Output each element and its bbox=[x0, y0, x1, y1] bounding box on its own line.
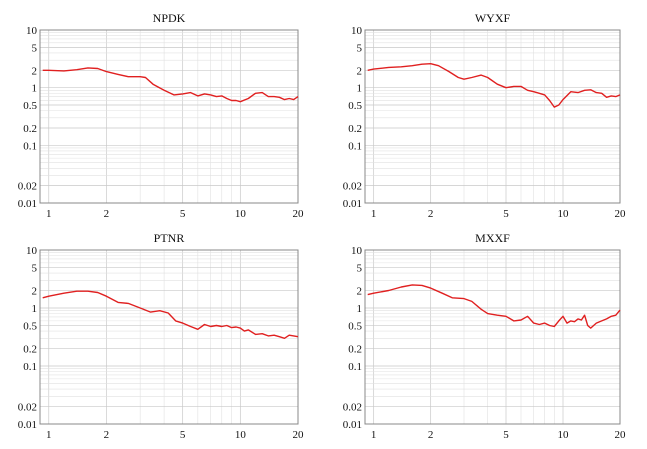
y-tick-label: 2 bbox=[357, 65, 363, 77]
x-tick-label: 5 bbox=[503, 208, 509, 220]
y-tick-label: 0.01 bbox=[343, 419, 362, 431]
y-tick-label: 0.5 bbox=[23, 320, 37, 332]
y-tick-label: 5 bbox=[357, 262, 363, 274]
plot-frame bbox=[39, 249, 299, 425]
x-tick-label: 5 bbox=[180, 208, 186, 220]
y-tick-label: 0.02 bbox=[343, 181, 362, 193]
x-tick-label: 2 bbox=[104, 429, 110, 441]
y-tick-label: 0.2 bbox=[348, 123, 362, 135]
y-tick-label: 10 bbox=[351, 245, 363, 257]
y-tick-label: 5 bbox=[32, 42, 38, 54]
x-tick-label: 5 bbox=[503, 429, 509, 441]
y-tick-label: 0.1 bbox=[23, 140, 37, 152]
series-line bbox=[42, 67, 299, 103]
y-tick-label: 0.02 bbox=[18, 402, 37, 414]
plot-frame bbox=[364, 249, 621, 425]
y-tick-label: 10 bbox=[26, 245, 38, 257]
series-line bbox=[367, 284, 621, 329]
y-tick-label: 0.01 bbox=[343, 198, 362, 210]
panel-title: PTNR bbox=[154, 231, 185, 245]
x-tick-label: 20 bbox=[293, 208, 305, 220]
y-tick-label: 1 bbox=[32, 303, 38, 315]
x-tick-label: 10 bbox=[558, 429, 570, 441]
y-tick-label: 5 bbox=[32, 262, 38, 274]
y-tick-label: 0.2 bbox=[348, 344, 362, 356]
panel-title: WYXF bbox=[475, 11, 511, 25]
x-tick-label: 10 bbox=[235, 429, 247, 441]
y-tick-label: 0.1 bbox=[23, 361, 37, 373]
y-tick-label: 1 bbox=[357, 83, 363, 95]
y-tick-label: 0.1 bbox=[348, 140, 362, 152]
series-line bbox=[42, 290, 299, 339]
x-tick-label: 1 bbox=[46, 208, 52, 220]
y-tick-label: 0.5 bbox=[348, 320, 362, 332]
panel-mxxf: MXXF 0.01 0.02 0.1 0.2 0.5 1 2 5 10 1 2 5 10 20 bbox=[343, 231, 626, 441]
x-tick-label: 20 bbox=[615, 208, 627, 220]
x-tick-label: 2 bbox=[104, 208, 110, 220]
y-tick-label: 2 bbox=[357, 286, 363, 298]
y-tick-label: 10 bbox=[26, 25, 38, 37]
x-tick-label: 10 bbox=[235, 208, 247, 220]
y-tick-label: 2 bbox=[32, 65, 38, 77]
x-tick-label: 2 bbox=[428, 208, 434, 220]
y-tick-label: 5 bbox=[357, 42, 363, 54]
x-tick-label: 1 bbox=[371, 429, 377, 441]
y-tick-label: 0.01 bbox=[18, 419, 37, 431]
x-tick-label: 1 bbox=[46, 429, 52, 441]
y-tick-label: 0.1 bbox=[348, 361, 362, 373]
plot-frame bbox=[364, 29, 621, 204]
plot-frame bbox=[39, 29, 299, 204]
y-tick-label: 2 bbox=[32, 286, 38, 298]
y-tick-label: 0.2 bbox=[23, 344, 37, 356]
x-tick-label: 10 bbox=[558, 208, 570, 220]
panel-title: MXXF bbox=[475, 231, 510, 245]
x-tick-label: 5 bbox=[180, 429, 186, 441]
y-tick-label: 0.5 bbox=[348, 100, 362, 112]
panel-npdk: NPDK 0.01 0.02 0.1 0.2 0.5 1 2 5 10 1 2 5 10 20 bbox=[18, 11, 304, 220]
y-tick-label: 0.02 bbox=[343, 402, 362, 414]
y-tick-label: 1 bbox=[32, 83, 38, 95]
x-tick-label: 20 bbox=[615, 429, 627, 441]
panel-title: NPDK bbox=[153, 11, 186, 25]
panel-wyxf: WYXF 0.01 0.02 0.1 0.2 0.5 1 2 5 10 1 2 5 10 20 bbox=[343, 11, 626, 220]
x-tick-label: 1 bbox=[371, 208, 377, 220]
y-tick-label: 0.5 bbox=[23, 100, 37, 112]
y-tick-label: 1 bbox=[357, 303, 363, 315]
y-tick-label: 0.01 bbox=[18, 198, 37, 210]
x-tick-label: 2 bbox=[428, 429, 434, 441]
y-tick-label: 10 bbox=[351, 25, 363, 37]
y-tick-label: 0.2 bbox=[23, 123, 37, 135]
panel-ptnr: PTNR 0.01 0.02 0.1 0.2 0.5 1 2 5 10 1 2 5 10 20 bbox=[18, 231, 304, 441]
series-line bbox=[367, 63, 621, 108]
x-tick-label: 20 bbox=[293, 429, 305, 441]
y-tick-label: 0.02 bbox=[18, 181, 37, 193]
